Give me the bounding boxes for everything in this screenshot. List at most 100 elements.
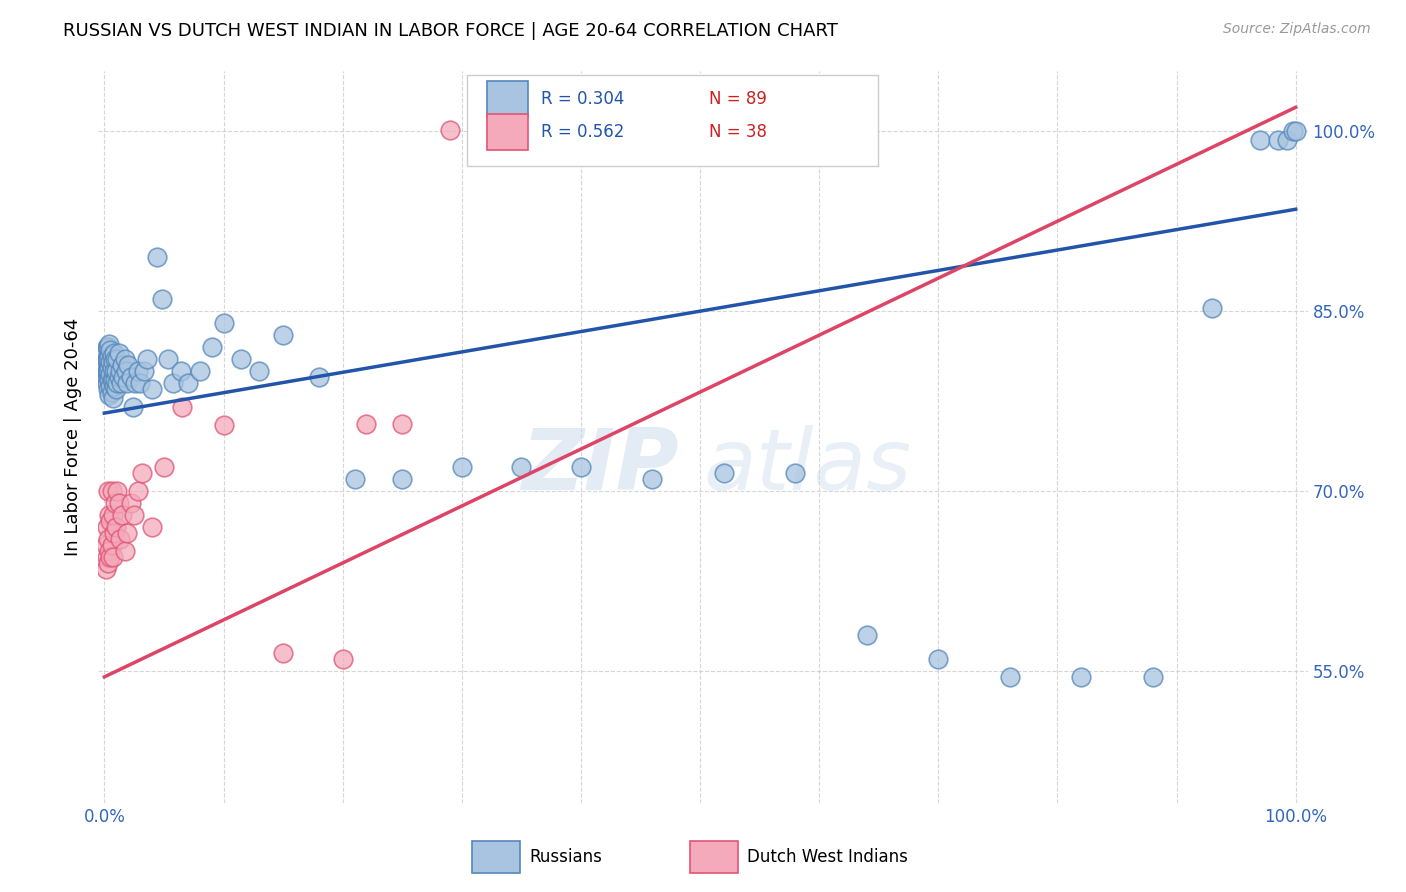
Text: Source: ZipAtlas.com: Source: ZipAtlas.com (1223, 22, 1371, 37)
Point (122, 508, 145, 522)
Point (98, 514, 121, 528)
Point (98, 388, 121, 402)
Point (115, 526, 138, 541)
Point (332, 652, 354, 666)
Point (96, 549, 118, 564)
Point (131, 466, 153, 480)
Y-axis label: In Labor Force | Age 20-64: In Labor Force | Age 20-64 (65, 318, 83, 557)
Point (1277, 133, 1299, 147)
Point (630, 123, 652, 137)
Point (96, 352, 118, 367)
Point (132, 364, 155, 378)
Point (1285, 124, 1308, 138)
Text: R = 0.562: R = 0.562 (541, 123, 624, 141)
Point (108, 532, 131, 546)
FancyBboxPatch shape (486, 114, 527, 151)
Point (94, 364, 117, 378)
Point (231, 352, 253, 367)
Point (122, 400, 145, 414)
Point (97, 364, 120, 378)
Point (105, 382, 128, 396)
FancyBboxPatch shape (472, 841, 520, 873)
Point (115, 376, 138, 391)
Point (308, 370, 330, 384)
Point (98, 508, 121, 522)
Point (120, 496, 142, 510)
Point (101, 372, 124, 386)
Point (212, 418, 235, 433)
Point (141, 382, 163, 396)
Point (100, 483, 122, 498)
Point (1070, 670, 1092, 684)
Point (1267, 133, 1289, 147)
Point (98, 378, 121, 392)
Text: N = 38: N = 38 (709, 123, 768, 141)
Point (641, 472, 664, 486)
Point (97, 340, 120, 354)
Point (1249, 133, 1271, 147)
Point (98, 354, 121, 368)
Point (271, 646, 294, 660)
Text: ZIP: ZIP (522, 425, 679, 508)
Point (94, 562, 117, 576)
Point (110, 376, 132, 391)
Point (101, 391, 124, 405)
Point (107, 352, 129, 367)
Point (104, 352, 127, 367)
Point (927, 652, 949, 666)
Point (112, 370, 135, 384)
FancyBboxPatch shape (486, 81, 527, 118)
Point (94, 538, 117, 552)
Point (127, 364, 149, 378)
Point (97, 352, 120, 367)
Point (391, 472, 413, 486)
Point (100, 538, 122, 552)
Point (98, 360, 121, 375)
Text: R = 0.304: R = 0.304 (541, 90, 624, 108)
Point (97, 556, 120, 570)
Point (114, 352, 136, 367)
Point (129, 376, 152, 391)
Point (107, 346, 129, 360)
Point (439, 123, 461, 137)
Point (94, 352, 117, 367)
Point (103, 364, 125, 378)
Point (101, 354, 124, 368)
Point (100, 372, 122, 386)
Point (170, 400, 193, 414)
Point (120, 370, 142, 384)
Point (1282, 124, 1305, 138)
Text: atlas: atlas (703, 425, 911, 508)
Point (98, 544, 121, 558)
Point (785, 466, 807, 480)
Point (96, 340, 118, 354)
Point (247, 364, 270, 378)
Point (150, 292, 173, 306)
Point (104, 496, 127, 510)
Point (1142, 670, 1164, 684)
Point (108, 364, 131, 378)
Point (117, 358, 139, 372)
Point (94, 370, 117, 384)
Point (450, 460, 472, 475)
Point (104, 372, 127, 386)
Point (94, 358, 117, 372)
Point (343, 472, 366, 486)
Point (100, 349, 122, 363)
Point (97, 370, 120, 384)
Point (97, 532, 120, 546)
Point (998, 670, 1021, 684)
Point (200, 340, 222, 354)
Point (188, 364, 211, 378)
Text: Dutch West Indians: Dutch West Indians (747, 848, 907, 866)
Point (98, 349, 121, 363)
Point (114, 364, 136, 378)
Point (107, 370, 129, 384)
Point (101, 549, 124, 564)
Point (98, 367, 121, 381)
Text: Russians: Russians (529, 848, 602, 866)
Text: N = 89: N = 89 (709, 90, 766, 108)
Point (141, 520, 163, 534)
Point (98, 549, 121, 564)
Point (101, 508, 124, 522)
